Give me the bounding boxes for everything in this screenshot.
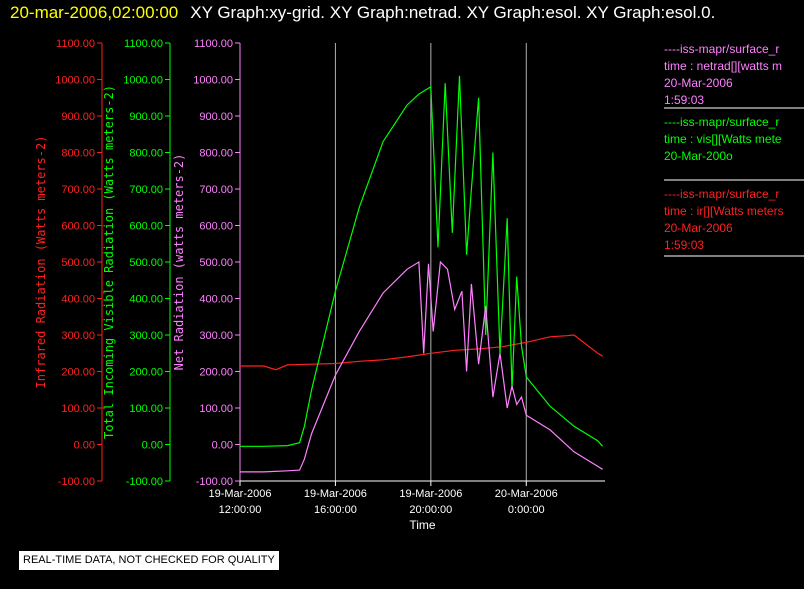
y-tick-label-0-11: 1000.00	[55, 75, 95, 87]
y-tick-label-0-9: 800.00	[61, 148, 95, 160]
legend-netrad-source: ----iss-mapr/surface_r	[664, 42, 780, 56]
legend-vis-variable: time : vis[][Watts mete	[664, 132, 782, 146]
legend-entry-vis: ----iss-mapr/surface_r time : vis[][Watt…	[664, 114, 804, 165]
legend-ir-date: 20-Mar-2006	[664, 221, 733, 235]
legend-vis-source: ----iss-mapr/surface_r	[664, 115, 780, 129]
y-tick-label-1-3: 200.00	[129, 367, 163, 379]
y-tick-label-2-1: 0.00	[212, 440, 233, 452]
y-tick-label-0-12: 1100.00	[56, 38, 95, 50]
legend-vis-date: 20-Mar-200o	[664, 149, 733, 163]
y-axis-title-2: Net Radiation (watts meters-2)	[172, 154, 186, 371]
x-tick-label-date-2: 19-Mar-2006	[399, 488, 462, 500]
y-tick-label-2-0: -100.00	[196, 476, 233, 488]
y-tick-label-0-4: 300.00	[61, 330, 95, 342]
y-tick-label-2-2: 100.00	[199, 403, 233, 415]
x-tick-label-time-2: 20:00:00	[409, 504, 452, 516]
y-tick-label-1-10: 900.00	[129, 111, 163, 123]
y-tick-label-1-5: 400.00	[129, 294, 163, 306]
legend-entry-ir: ----iss-mapr/surface_r time : ir[][Watts…	[664, 186, 804, 254]
series-line-ir	[240, 334, 603, 371]
y-tick-label-1-9: 800.00	[129, 148, 163, 160]
y-tick-label-2-3: 200.00	[199, 367, 233, 379]
y-tick-label-1-8: 700.00	[129, 184, 163, 196]
legend-ir-variable: time : ir[][Watts meters	[664, 204, 784, 218]
y-tick-label-0-6: 500.00	[61, 257, 95, 269]
legend-netrad-date: 20-Mar-2006	[664, 76, 733, 90]
y-tick-label-1-0: -100.00	[126, 476, 163, 488]
y-tick-label-2-10: 900.00	[199, 111, 233, 123]
y-tick-label-2-6: 500.00	[199, 257, 233, 269]
y-tick-label-0-5: 400.00	[61, 294, 95, 306]
y-tick-label-2-7: 600.00	[199, 221, 233, 233]
y-tick-label-0-8: 700.00	[61, 184, 95, 196]
y-tick-label-2-12: 1100.00	[194, 38, 233, 50]
y-tick-label-0-7: 600.00	[61, 221, 95, 233]
x-tick-label-time-0: 12:00:00	[219, 504, 262, 516]
quality-note: REAL-TIME DATA, NOT CHECKED FOR QUALITY	[19, 551, 279, 570]
x-tick-label-date-1: 19-Mar-2006	[304, 488, 367, 500]
y-tick-label-0-0: -100.00	[58, 476, 95, 488]
x-tick-label-time-3: 0:00:00	[508, 504, 545, 516]
legend-entry-netrad: ----iss-mapr/surface_r time : netrad[][w…	[664, 41, 804, 109]
x-axis-title: Time	[409, 518, 436, 532]
x-tick-label-time-1: 16:00:00	[314, 504, 357, 516]
y-tick-label-0-10: 900.00	[61, 111, 95, 123]
legend-netrad-time: 1:59:03	[664, 93, 705, 107]
x-tick-label-date-3: 20-Mar-2006	[495, 488, 558, 500]
y-tick-label-0-2: 100.00	[61, 403, 95, 415]
y-tick-label-1-2: 100.00	[129, 403, 163, 415]
y-tick-label-2-5: 400.00	[199, 294, 233, 306]
legend-netrad-variable: time : netrad[][watts m	[664, 59, 783, 73]
title-graph-list: XY Graph:xy-grid. XY Graph:netrad. XY Gr…	[190, 3, 716, 22]
y-tick-label-1-1: 0.00	[142, 440, 163, 452]
series-line-vis	[240, 75, 604, 447]
title-bar: 20-mar-2006,02:00:00 XY Graph:xy-grid. XY…	[10, 2, 715, 24]
y-tick-label-1-7: 600.00	[129, 221, 163, 233]
y-axis-title-0: Infrared Radiation (Watts meters-2)	[34, 136, 48, 389]
legend-ir-source: ----iss-mapr/surface_r	[664, 187, 780, 201]
title-datetime: 20-mar-2006,02:00:00	[10, 3, 179, 22]
y-tick-label-1-4: 300.00	[129, 330, 163, 342]
y-tick-label-2-4: 300.00	[199, 330, 233, 342]
series-line-netrad	[240, 260, 603, 473]
legend-ir-time: 1:59:03	[664, 238, 705, 252]
y-tick-label-1-6: 500.00	[129, 257, 163, 269]
x-tick-label-date-0: 19-Mar-2006	[209, 488, 272, 500]
y-tick-label-1-11: 1000.00	[123, 75, 163, 87]
y-axis-title-1: Total Incoming Visible Radiation (Watts …	[102, 85, 116, 439]
y-tick-label-2-11: 1000.00	[193, 75, 233, 87]
y-tick-label-0-1: 0.00	[74, 440, 95, 452]
y-tick-label-1-12: 1100.00	[124, 38, 163, 50]
y-tick-label-2-8: 700.00	[199, 184, 233, 196]
y-tick-label-2-9: 800.00	[199, 148, 233, 160]
y-tick-label-0-3: 200.00	[61, 367, 95, 379]
